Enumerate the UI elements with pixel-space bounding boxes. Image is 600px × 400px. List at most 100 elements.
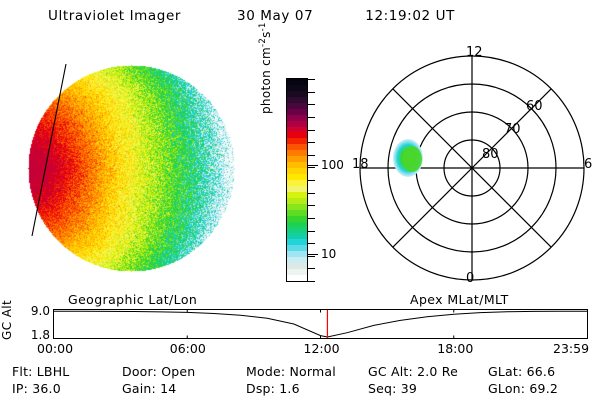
header-bar: Ultraviolet Imager 30 May 07 12:19:02 UT	[0, 4, 600, 28]
altitude-trace	[54, 310, 587, 338]
colorbar-band	[287, 120, 307, 127]
status-field: GLat: 66.6	[488, 364, 555, 379]
status-field-label: Seq:	[368, 381, 401, 396]
status-row: Flt: LBHL Door: Open Mode: Normal GC Alt: 2…	[0, 364, 600, 381]
status-row: IP: 36.0 Gain: 14 Dsp: 1.6 Seq: 39 GLon: 69.…	[0, 381, 600, 398]
colorbar-band	[287, 274, 307, 281]
colorbar-gradient	[286, 78, 308, 282]
colorbar-band	[287, 162, 307, 169]
strip-x-tick-label: 18:00	[437, 341, 474, 356]
status-field-value: Open	[161, 364, 196, 379]
colorbar-band	[287, 269, 307, 275]
colorbar-band	[287, 215, 307, 222]
status-field-value: 69.2	[529, 381, 559, 396]
colorbar-band	[287, 221, 307, 228]
colorbar-tick	[308, 167, 315, 169]
status-field-label: GC Alt:	[368, 364, 418, 379]
colorbar-tick	[308, 79, 315, 80]
colorbar-band	[287, 114, 307, 121]
status-field-label: GLat:	[488, 364, 527, 379]
colorbar-band	[287, 138, 307, 145]
colorbar-band	[287, 90, 307, 97]
colorbar-panel: photon cm-2s-1 100 10	[256, 22, 352, 296]
status-field: Gain: 14	[122, 381, 176, 396]
colorbar-band	[287, 84, 307, 91]
strip-x-tick-label: 23:59	[553, 341, 590, 356]
colorbar-tick	[308, 192, 315, 194]
mlt-label: 0	[466, 271, 475, 286]
status-field: Flt: LBHL	[12, 364, 69, 379]
colorbar-band	[287, 102, 307, 109]
colorbar-tick	[308, 142, 315, 144]
status-field: Mode: Normal	[246, 364, 336, 379]
colorbar-tick	[308, 91, 315, 93]
colorbar-band	[287, 233, 307, 240]
colorbar-ticks: 100 10	[308, 78, 348, 282]
strip-x-tick-label: 12:00	[303, 341, 340, 356]
colorbar-tick	[308, 217, 315, 219]
colorbar-tick	[308, 281, 315, 282]
colorbar-tick	[308, 230, 315, 232]
colorbar-band	[287, 126, 307, 133]
mlt-label: 12	[466, 45, 483, 60]
status-field: Seq: 39	[368, 381, 417, 396]
colorbar-band	[287, 263, 307, 269]
status-field-label: GLon:	[488, 381, 530, 396]
colorbar-tick	[308, 116, 315, 118]
status-field-label: Gain:	[122, 381, 161, 396]
colorbar-band	[287, 185, 307, 192]
status-field-label: Dsp:	[246, 381, 280, 396]
colorbar-major-tick	[308, 164, 318, 166]
status-field-value: 1.6	[279, 381, 300, 396]
colorbar-band	[287, 168, 307, 174]
apex-polar-plot: 12 18 6 0 60 70 80	[348, 40, 596, 296]
colorbar-label-text: photon cm	[259, 46, 273, 114]
colorbar-tick	[308, 255, 315, 257]
colorbar-band	[287, 203, 307, 210]
status-field-value: 36.0	[32, 381, 61, 396]
colorbar-band	[287, 251, 307, 258]
strip-y-tick-label: 1.8	[30, 328, 50, 342]
terminator-line	[31, 63, 67, 237]
colorbar-label-exp2: -1	[258, 22, 268, 32]
colorbar-band	[287, 227, 307, 234]
colorbar-band	[287, 156, 307, 163]
mlat-ring-label: 80	[482, 147, 499, 162]
colorbar-tick-label: 10	[321, 246, 337, 261]
colorbar-tick-label: 100	[321, 157, 344, 172]
polar-grid	[359, 55, 585, 281]
mlat-ring-label: 70	[504, 122, 521, 137]
status-field: Dsp: 1.6	[246, 381, 300, 396]
status-field: Door: Open	[122, 364, 195, 379]
colorbar-tick	[308, 268, 315, 270]
colorbar-tick	[308, 205, 315, 207]
observation-date: 30 May 07	[237, 8, 314, 24]
status-field-value: 66.6	[526, 364, 556, 379]
colorbar-band	[287, 245, 307, 252]
colorbar-tick	[308, 104, 315, 106]
strip-title-geographic: Geographic Lat/Lon	[68, 292, 198, 307]
status-field-value: 14	[160, 381, 177, 396]
colorbar-band	[287, 239, 307, 246]
status-field: GC Alt: 2.0 Re	[368, 364, 458, 379]
strip-x-tick-label: 06:00	[169, 341, 206, 356]
colorbar-band	[287, 79, 307, 85]
orbit-altitude-curve	[54, 310, 587, 338]
status-field-label: Flt:	[12, 364, 37, 379]
colorbar-band	[287, 257, 307, 264]
colorbar-tick	[308, 129, 315, 131]
status-field-value: Normal	[289, 364, 336, 379]
mlt-label: 6	[584, 157, 593, 172]
strip-y-tick-label: 9.0	[30, 304, 50, 318]
colorbar-label-mid: s	[259, 31, 273, 38]
colorbar-band	[287, 150, 307, 157]
colorbar-band	[287, 174, 307, 180]
colorbar-axis-label: photon cm-2s-1	[258, 22, 273, 114]
status-field-label: IP:	[12, 381, 33, 396]
colorbar-band	[287, 197, 307, 204]
strip-y-axis-label-text: GC Alt	[0, 299, 14, 340]
colorbar-label-exp1: -2	[258, 37, 268, 47]
orbit-strip-panel: Geographic Lat/Lon Apex MLat/MLT GC Alt …	[0, 292, 600, 358]
colorbar-band	[287, 96, 307, 103]
observation-time: 12:19:02 UT	[365, 8, 455, 24]
